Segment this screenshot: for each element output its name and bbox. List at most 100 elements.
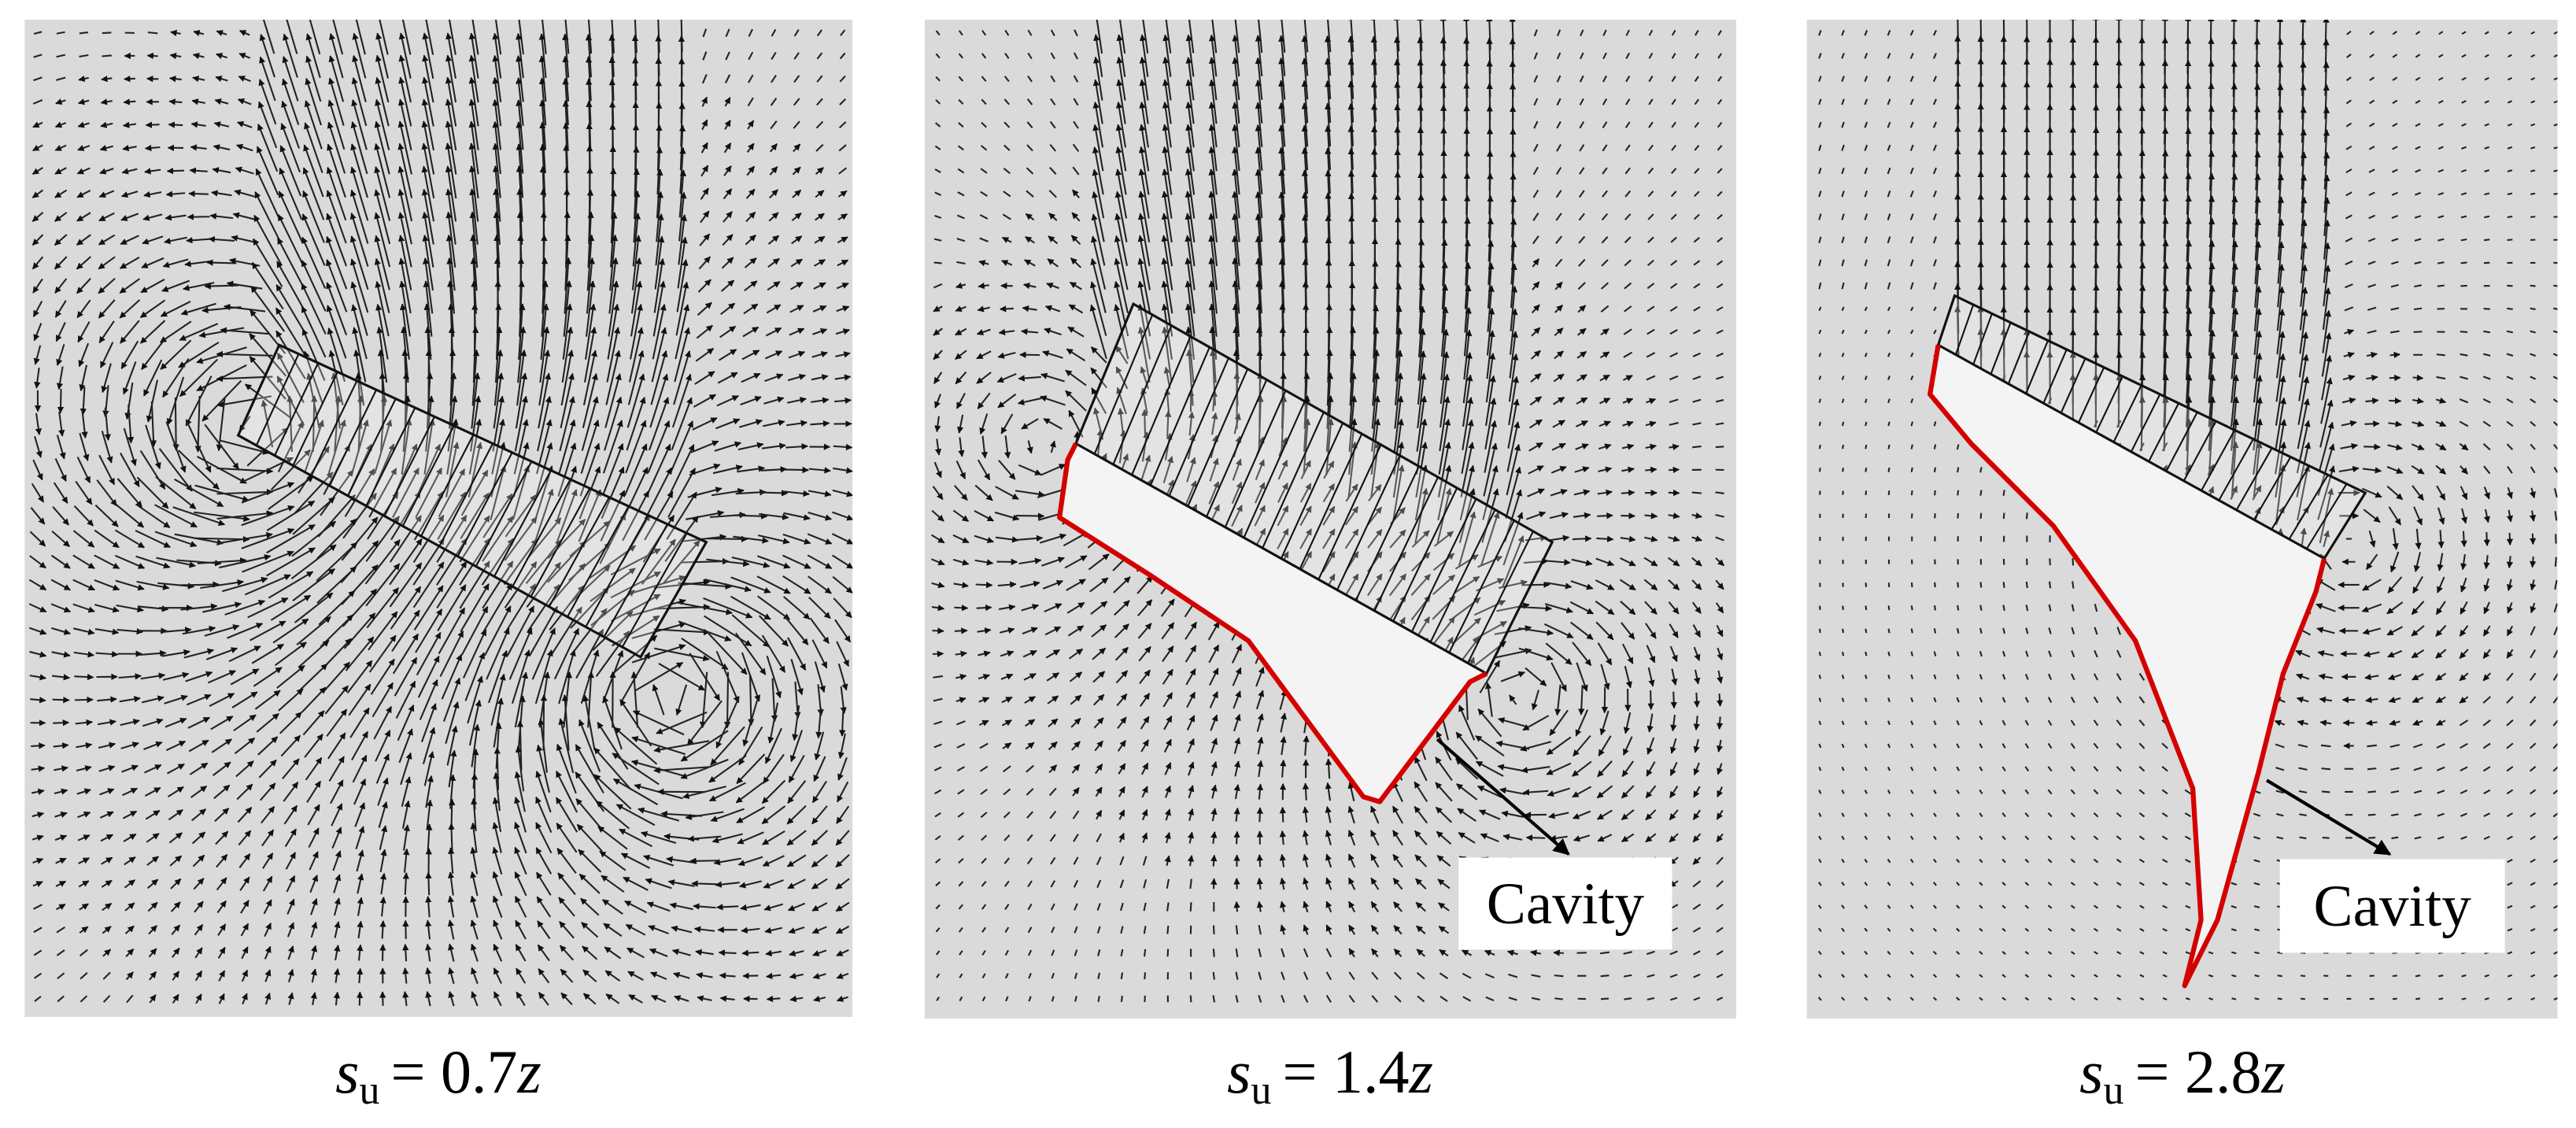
velocity-vector bbox=[585, 33, 593, 78]
velocity-vector bbox=[120, 190, 139, 198]
velocity-vector bbox=[2363, 443, 2381, 450]
velocity-vector bbox=[1647, 690, 1654, 710]
velocity-vector bbox=[1957, 490, 1960, 496]
velocity-vector bbox=[541, 20, 547, 54]
velocity-vector bbox=[769, 166, 778, 176]
velocity-vector bbox=[238, 53, 251, 59]
velocity-vector bbox=[1621, 489, 1635, 497]
velocity-vector bbox=[422, 54, 434, 103]
velocity-vector bbox=[327, 121, 346, 174]
velocity-vector bbox=[1842, 490, 1844, 495]
velocity-vector bbox=[76, 190, 91, 198]
velocity-vector bbox=[564, 20, 570, 54]
velocity-vector bbox=[192, 76, 205, 83]
velocity-vector bbox=[33, 345, 42, 365]
velocity-vector bbox=[2530, 216, 2536, 218]
velocity-vector bbox=[100, 121, 113, 128]
velocity-vector bbox=[33, 54, 43, 58]
velocity-vector bbox=[401, 20, 412, 55]
velocity-vector bbox=[160, 320, 192, 343]
velocity-vector bbox=[445, 120, 457, 175]
velocity-vector bbox=[747, 74, 754, 83]
velocity-vector bbox=[120, 340, 139, 370]
velocity-vector bbox=[1669, 466, 1680, 474]
velocity-vector bbox=[2413, 331, 2423, 333]
velocity-vector bbox=[1910, 582, 1913, 588]
panel: Cavity bbox=[924, 20, 1736, 1019]
velocity-vector bbox=[98, 234, 116, 246]
velocity-vector bbox=[2483, 261, 2490, 264]
velocity-vector bbox=[76, 256, 91, 270]
velocity-vector bbox=[2483, 330, 2491, 334]
velocity-vector bbox=[932, 650, 944, 657]
velocity-vector bbox=[32, 121, 43, 128]
velocity-vector bbox=[2389, 351, 2400, 359]
velocity-vector bbox=[587, 20, 593, 54]
velocity-vector bbox=[309, 20, 321, 55]
velocity-vector bbox=[398, 32, 412, 79]
velocity-vector bbox=[262, 20, 275, 54]
velocity-vector bbox=[608, 34, 615, 77]
velocity-vector bbox=[179, 581, 220, 588]
velocity-vector bbox=[349, 213, 369, 267]
velocity-vector bbox=[2364, 420, 2380, 427]
velocity-vector bbox=[2461, 974, 2467, 978]
velocity-vector bbox=[724, 97, 731, 107]
velocity-vector bbox=[933, 261, 942, 264]
velocity-vector bbox=[793, 29, 800, 37]
velocity-vector bbox=[54, 256, 68, 270]
velocity-vector bbox=[374, 189, 391, 245]
velocity-vector bbox=[374, 257, 390, 313]
velocity-vector bbox=[2438, 975, 2444, 978]
velocity-vector bbox=[748, 28, 753, 37]
velocity-vector bbox=[74, 673, 94, 681]
velocity-vector bbox=[767, 281, 781, 291]
velocity-vector bbox=[2048, 581, 2052, 589]
velocity-vector bbox=[744, 257, 757, 268]
velocity-vector bbox=[771, 51, 777, 60]
velocity-vector bbox=[214, 98, 229, 105]
velocity-vector bbox=[31, 742, 46, 749]
velocity-vector bbox=[815, 190, 825, 198]
velocity-vector bbox=[304, 100, 323, 150]
velocity-vector bbox=[1887, 674, 1890, 679]
velocity-vector bbox=[32, 300, 43, 317]
velocity-vector bbox=[2530, 284, 2536, 287]
velocity-vector bbox=[2553, 169, 2558, 172]
velocity-vector bbox=[1554, 975, 1564, 978]
velocity-vector bbox=[164, 236, 187, 245]
velocity-vector bbox=[741, 949, 759, 956]
velocity-vector bbox=[2072, 558, 2075, 566]
velocity-vector bbox=[33, 323, 43, 342]
velocity-vector bbox=[652, 304, 667, 360]
velocity-vector bbox=[789, 305, 804, 313]
velocity-vector bbox=[256, 146, 279, 196]
velocity-vector bbox=[1166, 925, 1170, 934]
velocity-vector bbox=[76, 299, 91, 319]
velocity-vector bbox=[56, 76, 66, 81]
velocity-vector bbox=[838, 144, 847, 152]
velocity-vector bbox=[305, 55, 322, 102]
velocity-vector bbox=[357, 967, 364, 984]
velocity-vector bbox=[78, 342, 90, 368]
velocity-vector bbox=[2002, 490, 2005, 496]
velocity-vector bbox=[630, 257, 642, 314]
velocity-vector bbox=[2321, 767, 2330, 771]
velocity-vector bbox=[251, 261, 284, 310]
velocity-vector bbox=[147, 31, 158, 35]
velocity-vector bbox=[765, 327, 782, 337]
velocity-vector bbox=[723, 188, 733, 200]
velocity-vector bbox=[31, 256, 44, 270]
velocity-vector bbox=[326, 190, 347, 244]
velocity-vector bbox=[374, 212, 391, 268]
velocity-vector bbox=[789, 327, 805, 336]
velocity-vector bbox=[2320, 744, 2331, 748]
velocity-vector bbox=[398, 76, 412, 127]
velocity-vector bbox=[98, 256, 116, 270]
velocity-vector bbox=[1887, 605, 1890, 611]
velocity-vector bbox=[283, 33, 298, 78]
velocity-vector bbox=[279, 167, 303, 220]
velocity-vector bbox=[301, 213, 326, 266]
velocity-vector bbox=[122, 144, 137, 152]
